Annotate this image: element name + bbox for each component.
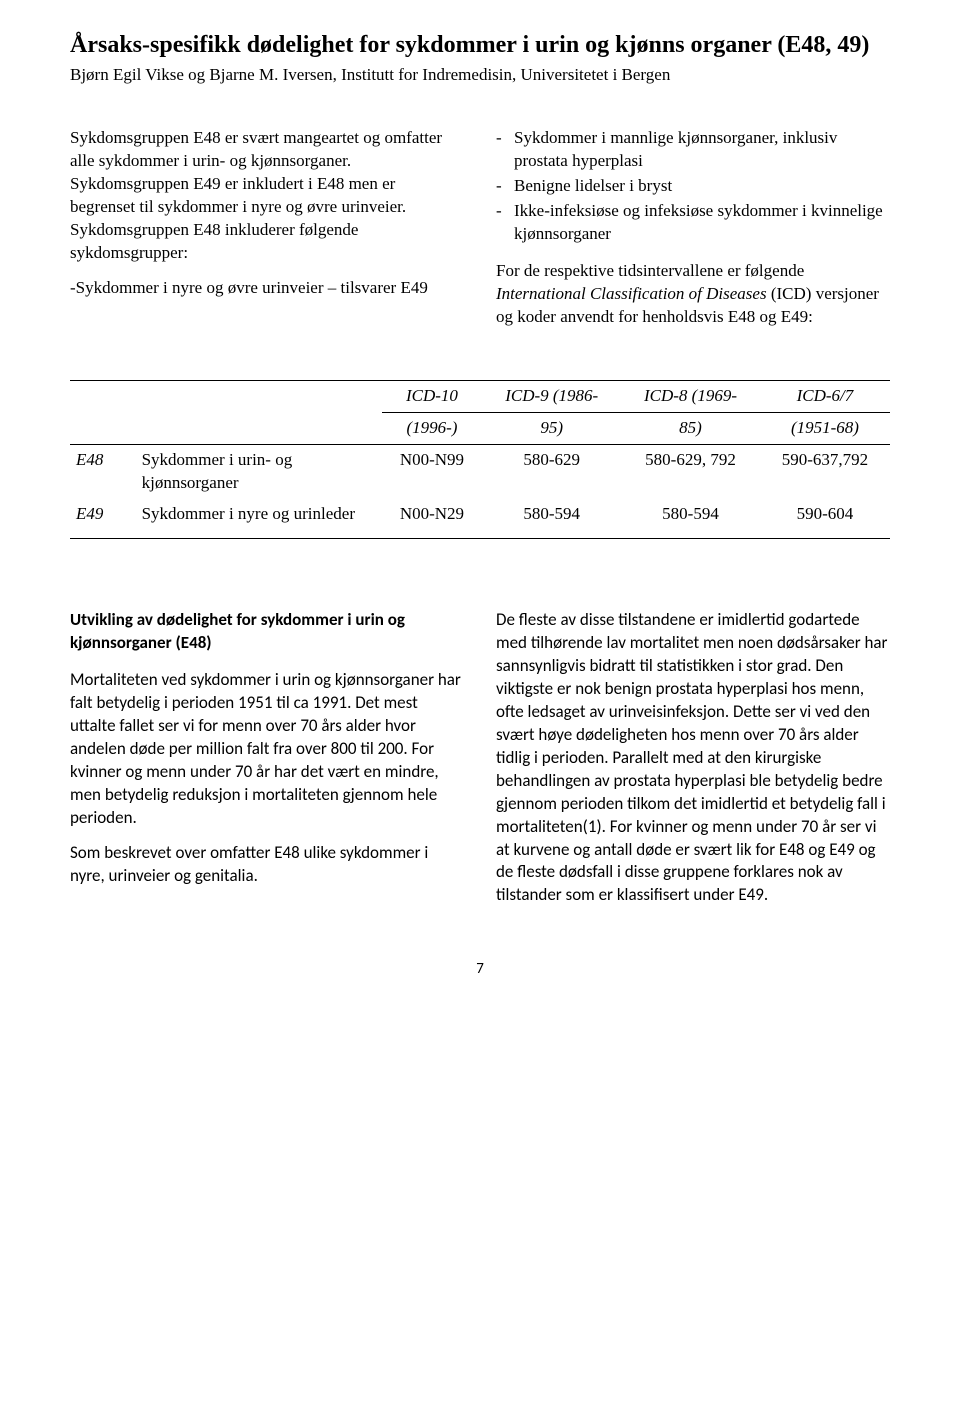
section-heading: Utvikling av dødelighet for sykdommer i … [70, 609, 464, 655]
th-icd10-range: (1996-) [382, 413, 483, 445]
th-icd8: ICD-8 (1969- [621, 381, 760, 413]
table-header-row1: ICD-10 ICD-9 (1986- ICD-8 (1969- ICD-6/7 [70, 381, 890, 413]
section-right-p1: De fleste av disse tilstandene er imidle… [496, 609, 890, 907]
table-row: E49 Sykdommer i nyre og urinleder N00-N2… [70, 499, 890, 538]
icd-table: ICD-10 ICD-9 (1986- ICD-8 (1969- ICD-6/7… [70, 380, 890, 539]
intro-left: Sykdomsgruppen E48 er svært mangeartet o… [70, 127, 464, 341]
author-line: Bjørn Egil Vikse og Bjarne M. Iversen, I… [70, 64, 890, 87]
intro-columns: Sykdomsgruppen E48 er svært mangeartet o… [70, 127, 890, 341]
intro-left-p2: -Sykdommer i nyre og øvre urinveier – ti… [70, 277, 464, 300]
row-cell: 580-629 [482, 445, 621, 499]
section-columns: Utvikling av dødelighet for sykdommer i … [70, 609, 890, 919]
th-icd67-range: (1951-68) [760, 413, 890, 445]
intro-bullet: Ikke-infeksiøse og infeksiøse sykdommer … [514, 200, 890, 246]
row-label: Sykdommer i urin- og kjønnsorganer [136, 445, 382, 499]
table-header-row2: (1996-) 95) 85) (1951-68) [70, 413, 890, 445]
intro-right-p: For de respektive tidsintervallene er fø… [496, 260, 890, 329]
row-label: Sykdommer i nyre og urinleder [136, 499, 382, 538]
section-left-p1: Mortaliteten ved sykdommer i urin og kjø… [70, 669, 464, 830]
row-cell: 580-594 [482, 499, 621, 538]
intro-right-ital: International Classification of Diseases [496, 284, 767, 303]
row-code: E48 [70, 445, 136, 499]
intro-right-pre: For de respektive tidsintervallene er fø… [496, 261, 804, 280]
th-icd67: ICD-6/7 [760, 381, 890, 413]
row-cell: 580-629, 792 [621, 445, 760, 499]
intro-left-p1: Sykdomsgruppen E48 er svært mangeartet o… [70, 127, 464, 265]
th-icd10: ICD-10 [382, 381, 483, 413]
intro-right: Sykdommer i mannlige kjønnsorganer, inkl… [496, 127, 890, 341]
th-icd9-range: 95) [482, 413, 621, 445]
th-icd8-range: 85) [621, 413, 760, 445]
section-left-p2: Som beskrevet over omfatter E48 ulike sy… [70, 842, 464, 888]
table-row: E48 Sykdommer i urin- og kjønnsorganer N… [70, 445, 890, 499]
row-code: E49 [70, 499, 136, 538]
row-cell: 590-637,792 [760, 445, 890, 499]
section-right: De fleste av disse tilstandene er imidle… [496, 609, 890, 919]
row-cell: 590-604 [760, 499, 890, 538]
th-icd9: ICD-9 (1986- [482, 381, 621, 413]
document-title: Årsaks-spesifikk dødelighet for sykdomme… [70, 30, 890, 60]
row-cell: N00-N29 [382, 499, 483, 538]
intro-bullet-list: Sykdommer i mannlige kjønnsorganer, inkl… [496, 127, 890, 246]
row-cell: N00-N99 [382, 445, 483, 499]
intro-bullet: Benigne lidelser i bryst [514, 175, 890, 198]
intro-bullet: Sykdommer i mannlige kjønnsorganer, inkl… [514, 127, 890, 173]
section-left: Utvikling av dødelighet for sykdommer i … [70, 609, 464, 919]
page-number: 7 [70, 959, 890, 979]
row-cell: 580-594 [621, 499, 760, 538]
